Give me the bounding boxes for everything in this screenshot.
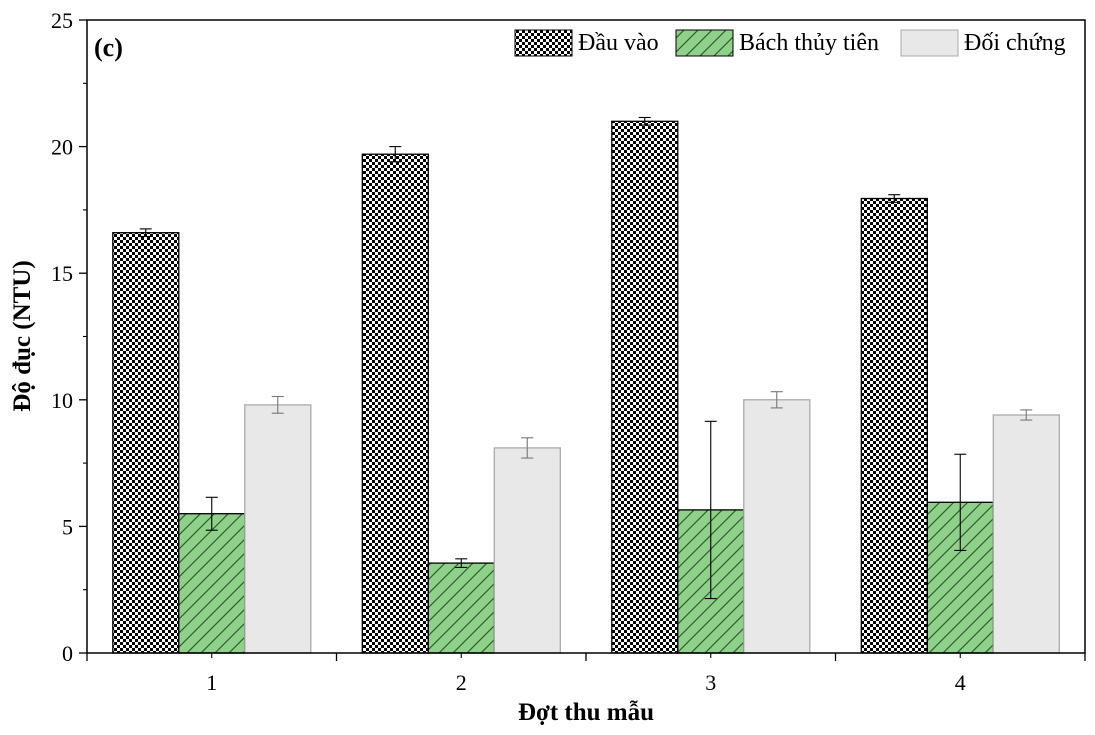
x-tick-label: 2 [456, 670, 467, 695]
y-tick-label: 5 [62, 514, 73, 539]
bars-layer [112, 120, 1060, 654]
legend: Đầu vào Bách thủy tiên Đối chứng [514, 29, 1066, 57]
error-bar-s3-c3 [770, 391, 783, 409]
y-tick-label: 25 [51, 8, 73, 33]
x-axis: 1 2 3 4 [86, 653, 1086, 695]
bar-s1-c1 [112, 232, 180, 654]
x-axis-title: Đợt thu mẫu [518, 699, 654, 726]
error-bar-s3-c4 [1020, 409, 1033, 421]
legend-label-doi-chung: Đối chứng [964, 30, 1066, 56]
bar-s2-c2 [427, 562, 495, 654]
error-bar-s2-c4 [954, 453, 967, 552]
bar-s1-c2 [361, 153, 429, 654]
error-bar-s1-c4 [888, 194, 901, 203]
x-tick-label: 1 [206, 670, 217, 695]
y-tick-label: 15 [51, 261, 73, 286]
legend-label-bach-thuy-tien: Bách thủy tiên [739, 30, 879, 56]
error-bar-s1-c2 [389, 146, 402, 163]
bar-s2-c1 [178, 513, 246, 654]
bar-s3-c3 [743, 399, 811, 654]
error-bar-s2-c2 [455, 558, 468, 568]
bar-s1-c3 [611, 120, 679, 654]
legend-swatch-dau-vao [514, 29, 573, 57]
bar-s3-c1 [244, 404, 312, 654]
y-tick-label: 20 [51, 135, 73, 160]
error-bar-s2-c3 [704, 420, 717, 600]
error-bar-s3-c2 [521, 437, 534, 459]
legend-swatch-doi-chung [900, 29, 959, 57]
panel-label: (c) [94, 33, 123, 62]
error-bar-s3-c1 [271, 395, 284, 414]
legend-swatch-bach-thuy-tien [675, 29, 734, 57]
legend-label-dau-vao: Đầu vào [578, 30, 659, 56]
bar-s3-c2 [493, 447, 561, 654]
bar-s1-c4 [860, 197, 928, 654]
y-tick-label: 0 [62, 641, 73, 666]
y-axis: 0 5 10 15 20 25 [51, 8, 87, 666]
error-bars-layer [139, 116, 1033, 600]
error-bar-s1-c3 [638, 116, 651, 126]
x-tick-label: 4 [955, 670, 966, 695]
y-axis-title: Độ đục (NTU) [9, 260, 36, 411]
error-bar-s2-c1 [205, 496, 218, 531]
x-tick-label: 3 [705, 670, 716, 695]
error-bar-s1-c1 [139, 228, 152, 238]
y-tick-label: 10 [51, 388, 73, 413]
bar-s3-c4 [992, 414, 1060, 654]
